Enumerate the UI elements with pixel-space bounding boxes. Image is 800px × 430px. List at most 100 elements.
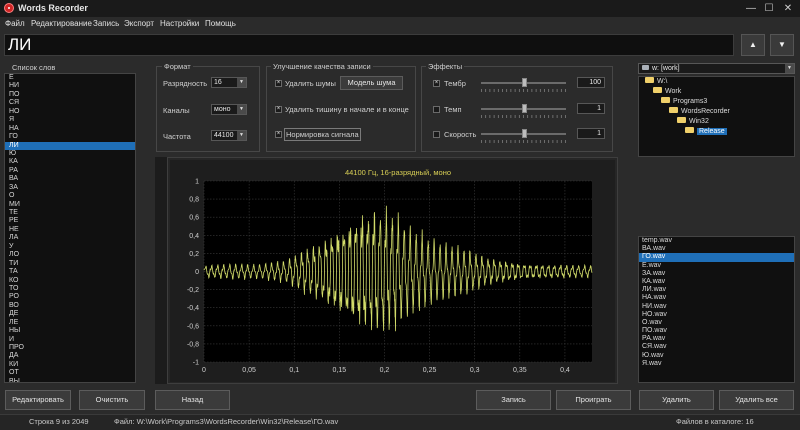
word-list-item[interactable]: ЛИ [5, 141, 135, 150]
maximize-button[interactable]: ☐ [764, 3, 774, 14]
word-list-item[interactable]: Е [9, 74, 14, 81]
file-list-item[interactable]: ПО.wav [642, 327, 667, 335]
play-button[interactable]: Проиграть [556, 390, 631, 410]
word-list-item[interactable]: ТЕ [9, 209, 18, 216]
word-list-item[interactable]: ВО [9, 301, 19, 309]
word-list-item[interactable]: НЫ [9, 327, 21, 335]
file-list-item[interactable]: О.wav [642, 318, 662, 326]
menu-edit[interactable]: Редактирование [31, 19, 92, 28]
folder-tree-item[interactable]: W:\ [639, 77, 794, 87]
timbre-slider-thumb[interactable] [521, 78, 527, 87]
folder-tree-item[interactable]: Work [639, 87, 794, 97]
sample-rate-value: 44100 [214, 132, 234, 139]
word-list-item[interactable]: МИ [9, 200, 20, 208]
word-list-item[interactable]: КА [9, 158, 18, 166]
tempo-slider-thumb[interactable] [521, 104, 527, 113]
word-list-item[interactable]: О [9, 192, 15, 200]
folder-tree[interactable]: W:\ Work Programs3 WordsRecorder Win32 Releas… [638, 76, 795, 157]
word-list-item[interactable]: НИ [9, 82, 20, 90]
speed-checkbox[interactable] [433, 131, 440, 138]
word-list-item[interactable]: ТО [9, 284, 19, 292]
word-list-item[interactable]: ОТ [9, 369, 19, 377]
file-list-item[interactable]: Е.wav [642, 261, 662, 269]
menu-settings[interactable]: Настройки [160, 19, 200, 28]
word-list-item[interactable]: ВЫ [9, 377, 20, 383]
record-button[interactable]: Запись [476, 390, 551, 410]
word-list-item[interactable]: КИ [9, 360, 19, 368]
word-list-item[interactable]: НЕ [9, 225, 19, 233]
folder-tree-item[interactable]: WordsRecorder [639, 107, 794, 117]
edit-button[interactable]: Редактировать [5, 390, 71, 410]
word-list-item[interactable]: РО [9, 293, 19, 301]
word-list-item[interactable]: ГО [9, 133, 18, 141]
file-list-item[interactable]: ГО.wav [639, 253, 794, 262]
current-word-field[interactable]: ЛИ [4, 34, 734, 56]
word-list-item[interactable]: ЛО [9, 251, 20, 259]
speed-slider-thumb[interactable] [521, 129, 527, 138]
speed-value[interactable]: 1 [577, 128, 605, 139]
file-list-item[interactable]: НО.wav [642, 310, 667, 318]
bit-depth-select[interactable]: 16 ▼ [211, 77, 247, 88]
folder-tree-item[interactable]: Win32 [639, 117, 794, 127]
word-list-item[interactable]: ПРО [9, 344, 24, 351]
file-list-item[interactable]: ЛИ.wav [642, 286, 667, 294]
menu-export[interactable]: Экспорт [124, 19, 155, 28]
word-list-item[interactable]: Я [9, 116, 15, 124]
delete-button[interactable]: Удалить [639, 390, 714, 410]
word-list-item[interactable]: ЛА [9, 234, 19, 242]
folder-tree-item[interactable]: Release [639, 127, 794, 137]
word-list-item[interactable]: ДА [9, 352, 19, 360]
word-list-item[interactable]: КО [9, 276, 19, 284]
tempo-checkbox[interactable] [433, 106, 440, 113]
word-list-item[interactable]: ТИ [9, 259, 19, 267]
word-list-item[interactable]: И [9, 335, 15, 343]
word-list-item[interactable]: СЯ [9, 99, 20, 107]
word-list-item[interactable]: Ю [9, 149, 17, 157]
word-list-item[interactable]: ЛЕ [9, 318, 19, 326]
file-list-item[interactable]: НИ.wav [642, 302, 667, 310]
file-list-item[interactable]: РА.wav [642, 335, 666, 343]
file-list-item[interactable]: СЯ.wav [642, 343, 667, 351]
noise-model-button[interactable]: Модель шума [340, 76, 403, 90]
word-list-item[interactable]: ВА [9, 175, 19, 183]
word-list-item[interactable]: ЗА [9, 183, 18, 191]
timbre-value[interactable]: 100 [577, 77, 605, 88]
close-button[interactable]: ✕ [783, 3, 793, 14]
sample-rate-select[interactable]: 44100 ▼ [211, 130, 247, 141]
tempo-value[interactable]: 1 [577, 103, 605, 114]
minimize-button[interactable]: — [746, 3, 756, 14]
delete-all-button[interactable]: Удалить все [719, 390, 794, 410]
menu-record[interactable]: Запись [93, 19, 120, 28]
word-list-item[interactable]: ТА [9, 268, 18, 276]
channels-select[interactable]: моно ▼ [211, 104, 247, 115]
file-list-item[interactable]: temp.wav [642, 237, 672, 244]
normalize-checkbox[interactable]: × [275, 131, 282, 138]
drive-select[interactable]: w: [work] ▼ [638, 63, 795, 74]
word-list-item[interactable]: ПО [9, 90, 20, 98]
file-list-item[interactable]: ЗА.wav [642, 269, 666, 277]
menu-file[interactable]: Файл [5, 19, 25, 28]
word-list[interactable]: Е НИ ПО СЯ НО Я НА ГО ЛИ Ю КА РА ВА ЗА О МИ ТЕ РЕ НЕ ЛА У ЛО Т… [4, 73, 136, 383]
remove-silence-checkbox[interactable]: × [275, 106, 282, 113]
file-list-item[interactable]: ВА.wav [642, 245, 666, 253]
file-list-item[interactable]: Ю.wav [642, 351, 664, 359]
word-list-item[interactable]: ДЕ [9, 310, 19, 318]
menu-help[interactable]: Помощь [205, 19, 236, 28]
remove-noise-checkbox[interactable]: × [275, 80, 282, 87]
next-word-button[interactable]: ▼ [770, 34, 794, 56]
word-list-item[interactable]: РА [9, 166, 18, 174]
word-list-item[interactable]: У [9, 242, 14, 250]
back-button[interactable]: Назад [155, 390, 230, 410]
waveform-vertical-scrollbar[interactable] [155, 157, 168, 384]
word-list-item[interactable]: РЕ [9, 217, 19, 225]
previous-word-button[interactable]: ▲ [741, 34, 765, 56]
timbre-checkbox[interactable]: × [433, 80, 440, 87]
file-list-item[interactable]: КА.wav [642, 277, 666, 285]
clear-button[interactable]: Очистить [79, 390, 145, 410]
file-list[interactable]: temp.wav ВА.wav ГО.wav Е.wav ЗА.wav КА.wav ЛИ.… [638, 236, 795, 383]
file-list-item[interactable]: НА.wav [642, 294, 667, 302]
word-list-item[interactable]: НО [9, 107, 20, 115]
file-list-item[interactable]: Я.wav [642, 359, 662, 367]
folder-tree-item[interactable]: Programs3 [639, 97, 794, 107]
word-list-item[interactable]: НА [9, 124, 19, 132]
